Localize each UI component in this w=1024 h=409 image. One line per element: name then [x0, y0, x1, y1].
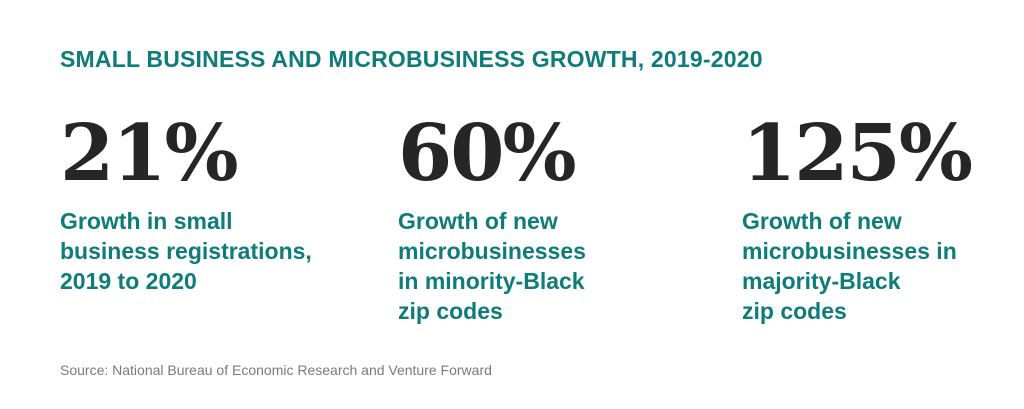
stat-description: Growth of new microbusinesses in minorit…	[398, 206, 698, 326]
stat-description-line: zip codes	[742, 298, 847, 324]
stat-description-line: business registrations,	[60, 238, 312, 264]
stat-description-line: in minority-Black	[398, 268, 585, 294]
stat-description-line: microbusinesses in	[742, 238, 957, 264]
stat-value: 60%	[398, 108, 577, 199]
stat-description-line: majority-Black	[742, 268, 901, 294]
page-title: SMALL BUSINESS AND MICROBUSINESS GROWTH,…	[60, 46, 763, 72]
stat-value: 125%	[742, 108, 973, 199]
source-note: Source: National Bureau of Economic Rese…	[60, 362, 492, 378]
stat-description-line: microbusinesses	[398, 238, 586, 264]
stat-description-line: Growth in small	[60, 208, 233, 234]
stat-value: 21%	[60, 108, 239, 199]
stat-description-line: zip codes	[398, 298, 503, 324]
stat-description-line: Growth of new	[398, 208, 558, 234]
stat-description-line: 2019 to 2020	[60, 268, 197, 294]
stat-description-line: Growth of new	[742, 208, 902, 234]
stat-description: Growth of new microbusinesses in majorit…	[742, 206, 1002, 326]
stat-small-business-registrations: 21% Growth in small business registratio…	[60, 112, 360, 296]
stat-majority-black-microbusinesses: 125% Growth of new microbusinesses in ma…	[742, 112, 1002, 326]
stat-minority-black-microbusinesses: 60% Growth of new microbusinesses in min…	[398, 112, 698, 326]
stat-description: Growth in small business registrations, …	[60, 206, 360, 296]
